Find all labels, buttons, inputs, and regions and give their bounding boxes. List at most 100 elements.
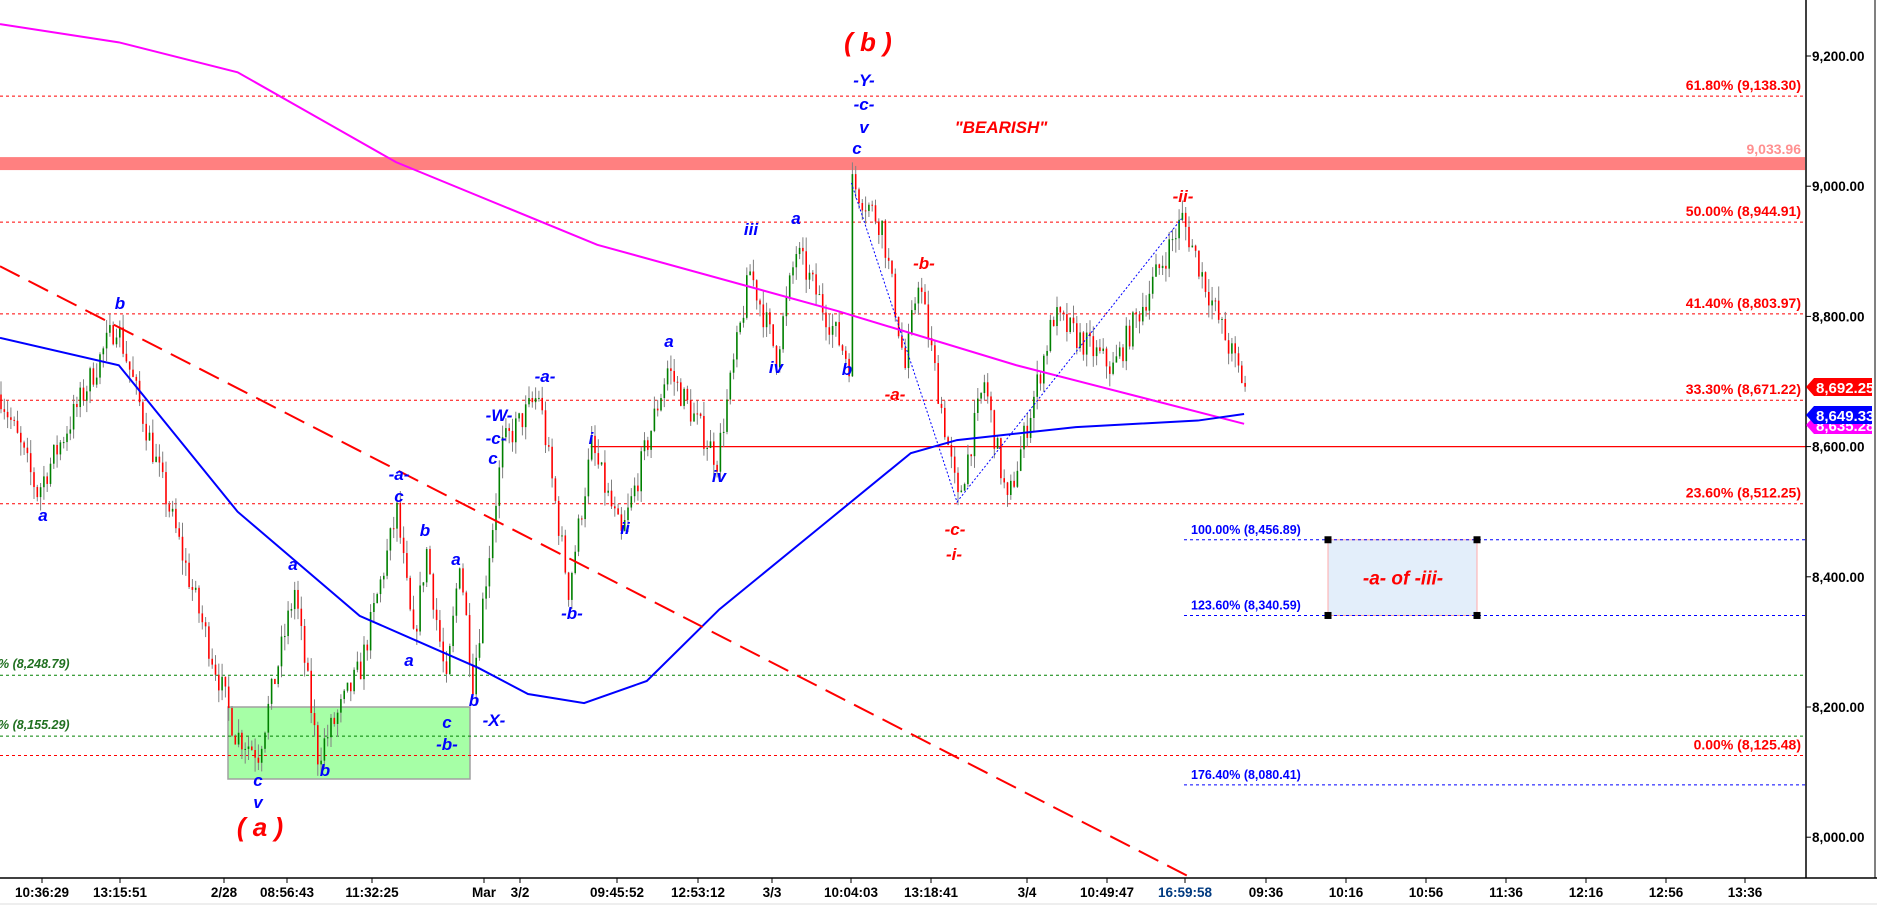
candle-body xyxy=(696,413,699,415)
candle-body xyxy=(1221,319,1223,321)
candle-body xyxy=(779,349,781,368)
candle-body xyxy=(1069,317,1071,332)
candle-body xyxy=(488,558,491,587)
candle-body xyxy=(1244,382,1246,387)
candle-body xyxy=(996,438,999,449)
candle-body xyxy=(227,686,230,709)
candle-body xyxy=(871,204,873,206)
candle-body xyxy=(623,520,626,531)
candle-body xyxy=(838,322,840,346)
candle-body xyxy=(557,500,560,536)
candle-body xyxy=(376,594,378,603)
candle-body xyxy=(713,441,715,465)
candle-body xyxy=(330,717,332,738)
candle-body xyxy=(610,490,613,507)
candle-body xyxy=(1010,480,1012,495)
candle-body xyxy=(643,440,646,452)
candle-body xyxy=(320,760,322,765)
candle-body xyxy=(402,537,405,554)
candle-body xyxy=(1198,250,1200,277)
candle-body xyxy=(109,325,111,333)
candle-body xyxy=(937,363,939,404)
candle-body xyxy=(102,348,105,355)
candle-body xyxy=(257,757,260,763)
candle-body xyxy=(409,577,411,610)
candle-body xyxy=(218,674,220,691)
candle-body xyxy=(1168,239,1170,269)
candle-body xyxy=(891,260,893,274)
candle-body xyxy=(1125,325,1128,362)
candle-body xyxy=(762,304,765,328)
candle-body xyxy=(851,174,854,377)
candle-body xyxy=(1161,265,1164,269)
candle-body xyxy=(571,572,573,600)
y-tick-label: 9,000.00 xyxy=(1812,179,1865,194)
candle-body xyxy=(416,628,418,632)
wave-label: ii xyxy=(620,519,631,538)
candle-body xyxy=(439,620,441,642)
candle-body xyxy=(722,431,725,433)
candle-body xyxy=(736,332,738,360)
candle-body xyxy=(686,388,689,401)
candle-body xyxy=(581,518,583,520)
candle-body xyxy=(1178,219,1180,239)
candle-body xyxy=(161,462,164,473)
x-tick-label: 3/4 xyxy=(1018,885,1037,900)
candle-body xyxy=(379,579,382,595)
y-tick-label: 9,200.00 xyxy=(1812,49,1865,64)
candle-body xyxy=(683,388,685,406)
candle-body xyxy=(13,419,15,421)
candle-body xyxy=(0,394,2,410)
candle-body xyxy=(670,368,672,371)
candle-body xyxy=(518,413,520,419)
candle-body xyxy=(689,400,692,422)
candle-body xyxy=(947,437,949,445)
candle-body xyxy=(907,333,910,369)
wave-label: -Y- xyxy=(853,71,875,90)
price-tag xyxy=(1806,406,1872,424)
price-tag-label: 8,649.33 xyxy=(1816,408,1874,425)
candle-body xyxy=(792,267,794,276)
candle-body xyxy=(1204,272,1207,292)
candle-body xyxy=(20,432,22,443)
candle-body xyxy=(125,353,128,362)
candle-body xyxy=(1016,470,1019,487)
candle-body xyxy=(650,430,652,450)
candle-body xyxy=(178,528,180,537)
candle-body xyxy=(350,682,352,692)
candle-body xyxy=(237,732,240,745)
candle-body xyxy=(148,432,151,441)
candle-body xyxy=(604,462,606,493)
wave-label: ( b ) xyxy=(844,27,892,57)
candle-body xyxy=(538,397,540,399)
candle-body xyxy=(33,472,35,488)
candle-body xyxy=(39,487,42,498)
wave-label: b xyxy=(842,360,852,379)
candle-body xyxy=(600,462,603,465)
candle-body xyxy=(1145,306,1147,311)
candle-body xyxy=(112,325,114,345)
candle-body xyxy=(343,690,345,700)
y-tick-label: 8,200.00 xyxy=(1812,700,1865,715)
candle-body xyxy=(1049,319,1052,351)
candle-body xyxy=(950,444,953,457)
candle-body xyxy=(43,476,45,488)
candle-body xyxy=(1201,272,1203,277)
wave-label: a xyxy=(288,555,297,574)
candle-body xyxy=(802,247,804,252)
fib-level-label: 0.00% (8,125.48) xyxy=(1694,737,1801,753)
candle-body xyxy=(188,562,190,588)
x-tick-label: 16:59:58 xyxy=(1158,885,1213,900)
candle-body xyxy=(1237,353,1240,366)
candle-body xyxy=(831,325,834,335)
candle-body xyxy=(1128,325,1131,347)
candle-body xyxy=(1211,300,1213,306)
x-tick-label: 13:15:51 xyxy=(93,885,148,900)
candle-body xyxy=(53,444,55,464)
candle-body xyxy=(673,370,675,382)
candle-body xyxy=(287,610,289,637)
resistance-band-label: 9,033.96 xyxy=(1747,141,1802,157)
target-box-handle xyxy=(1324,611,1332,619)
candle-body xyxy=(1056,307,1058,327)
